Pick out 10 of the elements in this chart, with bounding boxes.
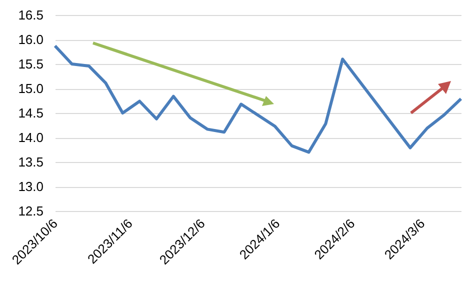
y-tick-label: 12.5 bbox=[18, 204, 44, 218]
y-tick-label: 16.5 bbox=[18, 8, 44, 22]
y-tick-label: 16.0 bbox=[18, 32, 44, 47]
y-tick-label: 13.0 bbox=[18, 179, 44, 194]
line-series bbox=[54, 44, 462, 154]
y-tick-label: 14.0 bbox=[18, 130, 44, 145]
y-tick-label: 13.5 bbox=[18, 154, 44, 170]
y-tick-label: 15.0 bbox=[18, 81, 44, 96]
y-tick-label: 15.5 bbox=[18, 56, 44, 72]
y-tick-label: 14.5 bbox=[18, 106, 44, 120]
